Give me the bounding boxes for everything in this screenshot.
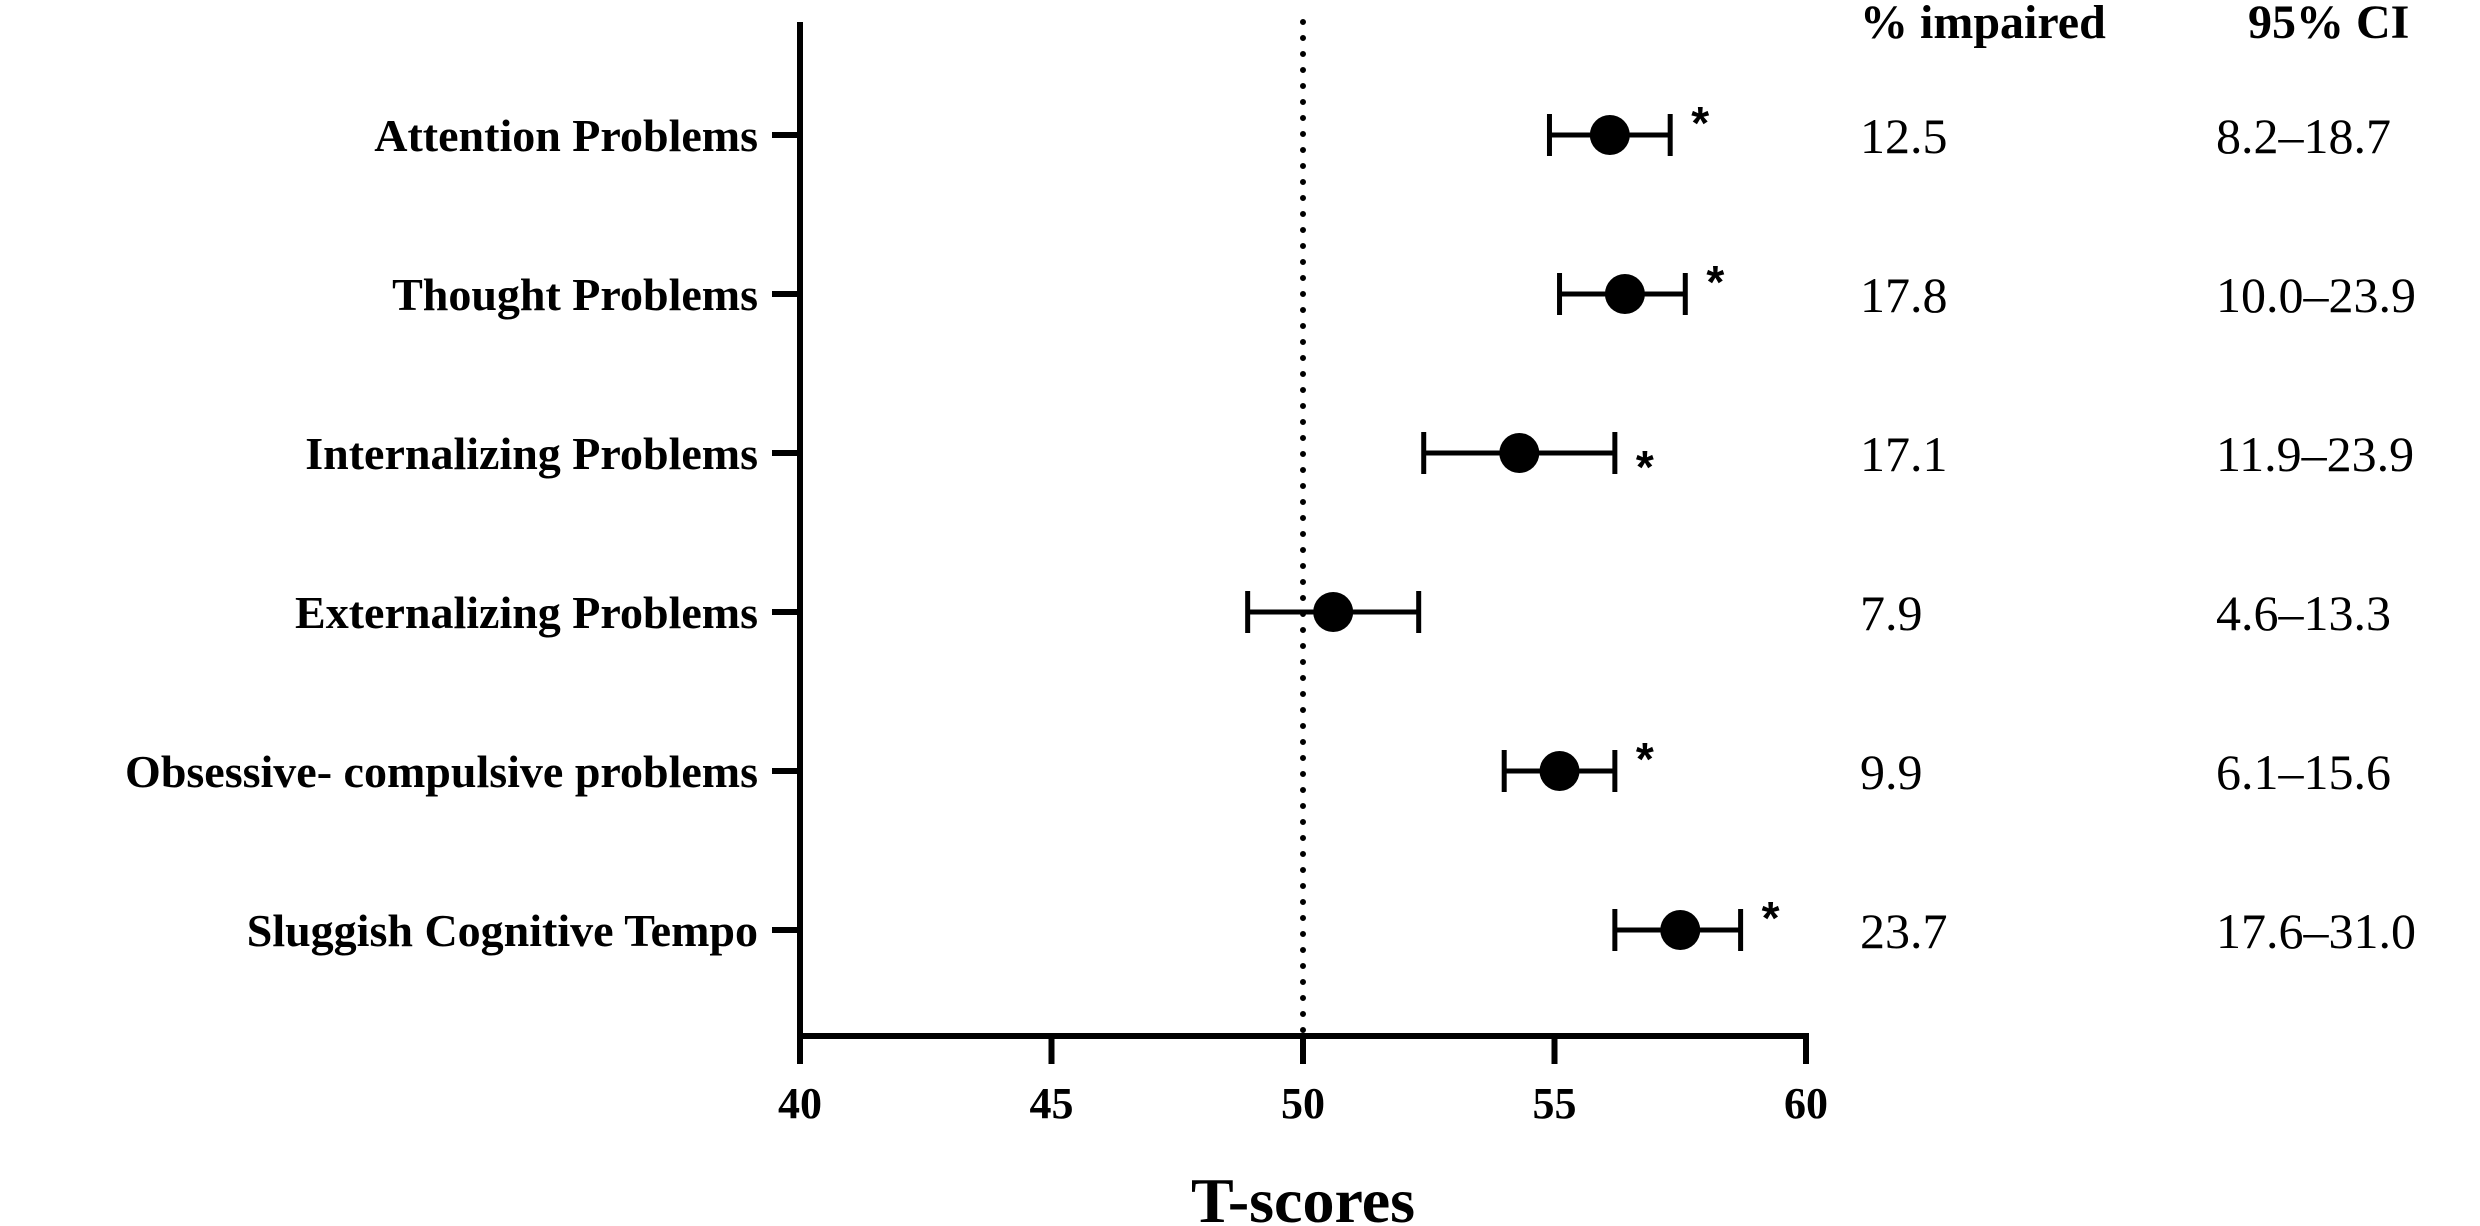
x-tick-label: 55 [1533, 1079, 1577, 1128]
ci-range-value: 4.6–13.3 [2216, 585, 2391, 641]
ci-header: 95% CI [2248, 0, 2409, 49]
data-point [1499, 433, 1540, 473]
category-label: Thought Problems [392, 269, 758, 320]
category-label: Internalizing Problems [305, 428, 758, 479]
data-point [1313, 592, 1354, 632]
category-label: Attention Problems [374, 110, 758, 161]
category-labels: Attention Problems Thought Problems Intern… [125, 110, 758, 956]
ci-range-value: 11.9–23.9 [2216, 426, 2414, 482]
impaired-percent-value: 7.9 [1860, 585, 1923, 641]
impaired-percent-value: 9.9 [1860, 744, 1923, 800]
data-point [1589, 115, 1630, 155]
axes: 40 45 50 55 60 [772, 22, 1828, 1128]
impaired-percent-value: 17.8 [1860, 267, 1948, 323]
data-point [1539, 751, 1580, 791]
impaired-percent-value: 17.1 [1860, 426, 1948, 482]
ci-range-value: 6.1–15.6 [2216, 744, 2391, 800]
ci-range-value: 17.6–31.0 [2216, 903, 2416, 959]
x-tick-label: 60 [1784, 1079, 1828, 1128]
significance-asterisk: * [1706, 256, 1724, 308]
category-label: Obsessive- compulsive problems [125, 746, 758, 797]
x-tick-label: 45 [1030, 1079, 1074, 1128]
x-tick-label: 50 [1281, 1079, 1325, 1128]
impairment-table: 12.5 8.2–18.7 17.8 10.0–23.9 17.1 11.9–23.9 7.… [1860, 0, 2416, 959]
ci-range-value: 10.0–23.9 [2216, 267, 2416, 323]
x-tick-label: 40 [778, 1079, 822, 1128]
ci-range-value: 8.2–18.7 [2216, 108, 2391, 164]
significance-asterisk: * [1636, 441, 1654, 493]
data-marks: * * * * * [1245, 97, 1780, 951]
data-point [1604, 274, 1645, 314]
x-axis-title: T-scores [1191, 1165, 1415, 1226]
category-label: Externalizing Problems [295, 587, 758, 638]
significance-asterisk: * [1691, 97, 1709, 149]
significance-asterisk: * [1636, 733, 1654, 785]
data-point [1660, 910, 1701, 950]
significance-asterisk: * [1762, 892, 1780, 944]
impaired-percent-header: % impaired [1860, 0, 2106, 49]
impaired-percent-value: 23.7 [1860, 903, 1948, 959]
impaired-percent-value: 12.5 [1860, 108, 1948, 164]
category-label: Sluggish Cognitive Tempo [247, 905, 758, 956]
